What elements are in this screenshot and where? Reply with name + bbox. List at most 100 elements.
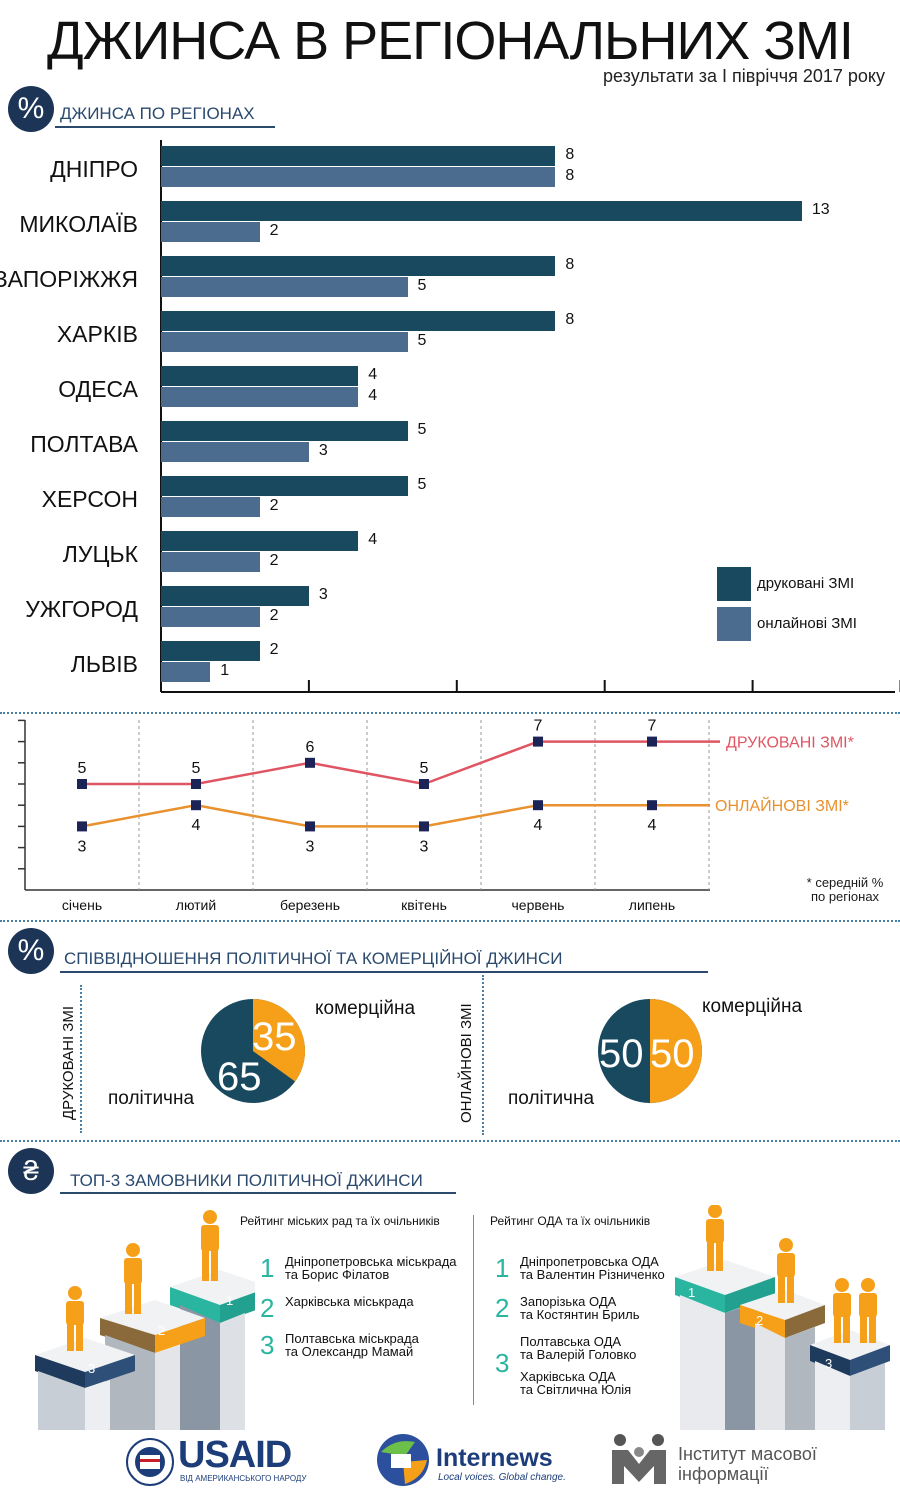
bar-print bbox=[161, 476, 408, 496]
region-label: ЗАПОРІЖЖЯ bbox=[0, 266, 138, 292]
line-point bbox=[191, 800, 201, 811]
region-label: ХЕРСОН bbox=[41, 486, 138, 512]
podium-rank-1: 1 bbox=[226, 1293, 233, 1308]
online-media-label: ОНЛАЙНОВІ ЗМІ bbox=[458, 1003, 475, 1123]
line-chart: січень лютий березень квітень червень липень 5… bbox=[18, 718, 854, 913]
bar-value-label: 3 bbox=[318, 586, 328, 603]
bar-value-label: 4 bbox=[368, 531, 378, 548]
ranking-line-1: Полтавська міськрада bbox=[285, 1331, 419, 1346]
usaid-seal-icon bbox=[126, 1438, 174, 1486]
line-point-label: 7 bbox=[534, 718, 543, 735]
region-label: ОДЕСА bbox=[58, 376, 138, 402]
bar-online bbox=[161, 607, 260, 627]
bar-print bbox=[161, 641, 260, 661]
region-label: ЛЬВІВ bbox=[70, 651, 138, 677]
month-label: січень bbox=[62, 897, 102, 913]
line-online bbox=[81, 803, 710, 828]
line-point bbox=[647, 736, 657, 747]
pie-online bbox=[598, 999, 702, 1103]
bar-print bbox=[161, 201, 802, 221]
bar-online bbox=[161, 222, 260, 242]
pie-print-political-value: 65 bbox=[217, 1055, 262, 1099]
ranking-line-2: та Валерій Головко bbox=[520, 1347, 637, 1362]
ranking-line-2: та Валентин Різниченко bbox=[520, 1267, 665, 1282]
line-point bbox=[533, 736, 543, 747]
podium-rank-2: 2 bbox=[158, 1323, 165, 1338]
region-label: ЛУЦЬК bbox=[62, 541, 138, 567]
line-point bbox=[305, 821, 315, 832]
podium-city: 1 2 3 bbox=[35, 1210, 255, 1430]
ranking-line-1: Харківська міськрада bbox=[285, 1294, 414, 1309]
region-label: ХАРКІВ bbox=[56, 321, 138, 347]
ranking-text: Харківська міськрада bbox=[285, 1295, 485, 1308]
pie-slice-commercial bbox=[253, 999, 305, 1082]
month-label: лютий bbox=[176, 897, 216, 913]
line-point bbox=[305, 757, 315, 768]
ranking-city-heading: Рейтинг міських рад та їх очільників bbox=[240, 1214, 440, 1228]
usaid-logo-sub: ВІД АМЕРИКАНСЬКОГО НАРОДУ bbox=[180, 1474, 307, 1483]
month-label: червень bbox=[512, 897, 565, 913]
imi-logo-icon bbox=[612, 1434, 666, 1484]
line-point bbox=[77, 821, 87, 832]
section-underline bbox=[60, 1192, 456, 1194]
ranking-divider bbox=[473, 1215, 474, 1405]
hryvnia-icon: ₴ bbox=[8, 1148, 54, 1194]
bar-online bbox=[161, 497, 260, 517]
ranking-line-2: та Борис Філатов bbox=[285, 1267, 390, 1282]
pie-online-political-value: 50 bbox=[599, 1032, 644, 1076]
divider bbox=[482, 975, 484, 1135]
bar-online bbox=[161, 277, 408, 297]
line-point-label: 7 bbox=[648, 718, 657, 735]
bar-value-label: 5 bbox=[417, 277, 427, 294]
bar-value-label: 5 bbox=[417, 421, 427, 438]
section-title-regions: ДЖИНСА ПО РЕГІОНАХ bbox=[60, 104, 255, 123]
bar-value-label: 5 bbox=[417, 476, 427, 493]
bar-value-label: 8 bbox=[565, 256, 575, 273]
podium-rank-1: 1 bbox=[688, 1285, 695, 1300]
ranking-number: 2 bbox=[495, 1293, 510, 1323]
region-label: УЖГОРОД bbox=[25, 596, 138, 622]
month-label: березень bbox=[280, 897, 340, 913]
imi-line-1: Інститут масової bbox=[678, 1444, 817, 1464]
ranking-line-1: Запорізька ОДА bbox=[520, 1294, 617, 1309]
bar-chart: ДНІПРО 8 8 МИКОЛАЇВ 13 2 ЗАПОРІЖЖЯ 8 5 ХАРКІВ 8 5 ОД… bbox=[0, 140, 900, 700]
ranking-number: 1 bbox=[260, 1253, 275, 1283]
line-point bbox=[191, 779, 201, 789]
legend-online-label: онлайнові ЗМІ bbox=[757, 615, 857, 632]
bar-value-label: 8 bbox=[565, 311, 575, 328]
ranking-text: Запорізька ОДА та Костянтин Бриль bbox=[520, 1295, 700, 1321]
ranking-text: Полтавська ОДА та Валерій Головко bbox=[520, 1335, 700, 1361]
bar-value-label: 8 bbox=[565, 146, 575, 163]
usaid-logo-text: USAID bbox=[178, 1434, 292, 1476]
bar-online bbox=[161, 662, 211, 682]
ranking-number: 3 bbox=[495, 1348, 510, 1378]
line-point-label: 4 bbox=[192, 817, 201, 834]
bar-value-label: 5 bbox=[417, 332, 427, 349]
ranking-line-2: та Костянтин Бриль bbox=[520, 1307, 640, 1322]
imi-logo-text: Інститут масової інформації bbox=[678, 1444, 817, 1484]
section-title-ratio: СПІВВІДНОШЕННЯ ПОЛІТИЧНОЇ ТА КОМЕРЦІЙНОЇ… bbox=[64, 949, 563, 968]
pie-slice-commercial bbox=[650, 999, 702, 1103]
line-point-label: 5 bbox=[78, 760, 87, 777]
bar-online bbox=[161, 387, 359, 407]
line-point-label: 3 bbox=[420, 838, 429, 855]
line-point-label: 3 bbox=[78, 838, 87, 855]
pie-online-commercial-value: 50 bbox=[650, 1032, 695, 1076]
note-line-1: * середній % bbox=[806, 875, 884, 890]
ranking-line-2: та Олександр Мамай bbox=[285, 1344, 414, 1359]
bar-online bbox=[161, 442, 309, 462]
bar-value-label: 8 bbox=[565, 167, 575, 184]
ranking-line-1: Дніпропетровська міськрада bbox=[285, 1254, 457, 1269]
month-label: липень bbox=[629, 897, 675, 913]
region-label: ПОЛТАВА bbox=[30, 431, 138, 457]
bar-print bbox=[161, 421, 408, 441]
internews-logo-text: Internews bbox=[436, 1444, 553, 1472]
line-point-label: 5 bbox=[192, 760, 201, 777]
separator bbox=[0, 712, 900, 714]
ranking-number: 2 bbox=[260, 1293, 275, 1323]
separator bbox=[0, 1140, 900, 1142]
section-underline bbox=[55, 126, 275, 128]
podium-oda: 1 2 3 bbox=[675, 1205, 890, 1430]
region-label: МИКОЛАЇВ bbox=[19, 211, 138, 237]
bar-value-label: 2 bbox=[269, 607, 279, 624]
